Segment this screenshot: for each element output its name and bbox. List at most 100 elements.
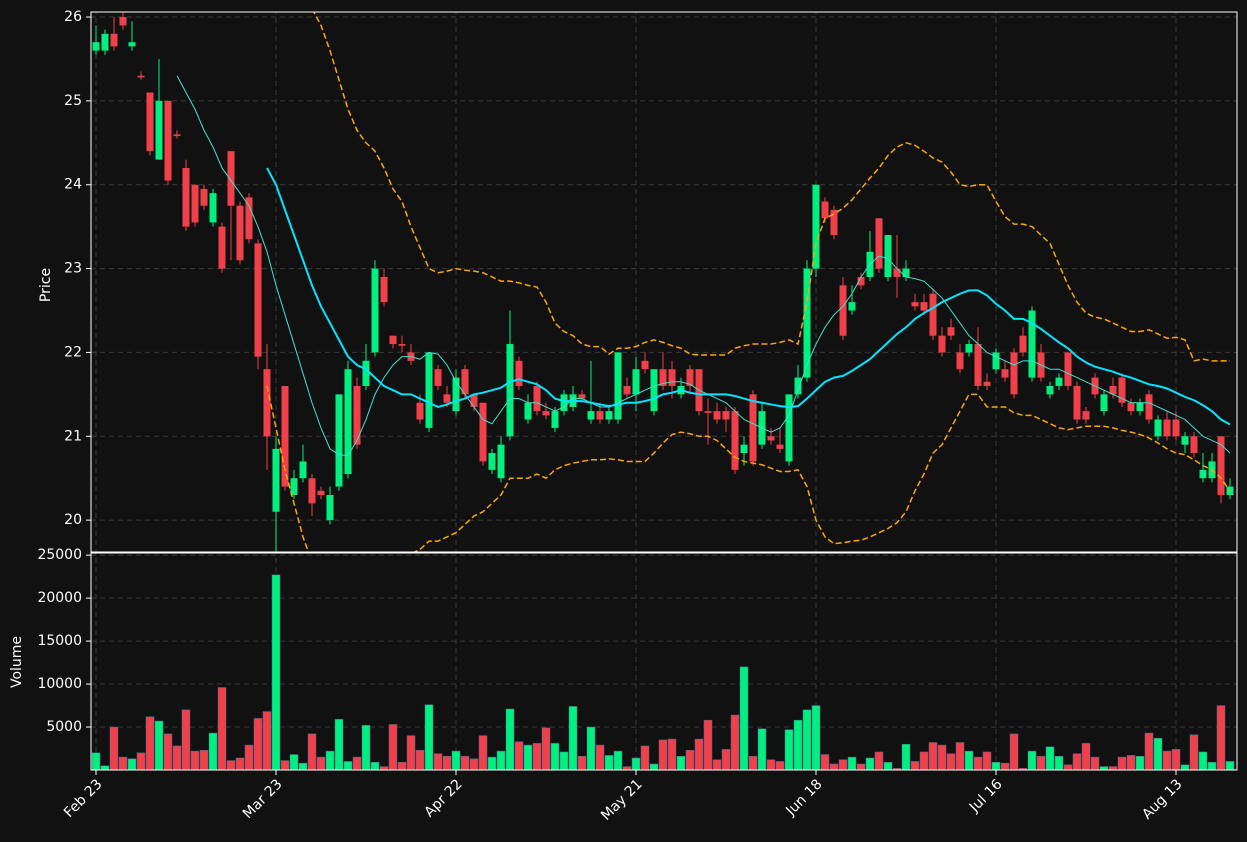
candle-body — [119, 17, 127, 26]
candle-body — [317, 490, 325, 495]
volume-bar — [217, 687, 227, 770]
volume-bar — [901, 743, 911, 770]
volume-bar — [487, 756, 497, 770]
candle-body — [542, 411, 550, 416]
candle-body — [380, 276, 388, 303]
volume-bar — [586, 726, 596, 770]
volume-bar — [892, 768, 902, 770]
candle-body — [371, 268, 379, 353]
volume-bar — [784, 729, 794, 770]
candle-body — [920, 302, 928, 311]
volume-bar — [199, 749, 209, 770]
candle-body — [209, 193, 217, 223]
candle-body — [1046, 385, 1054, 395]
candle-body — [344, 369, 352, 475]
volume-bar — [361, 725, 371, 770]
volume-frame — [90, 552, 1238, 771]
candle-body — [821, 201, 829, 219]
volume-bar — [1099, 766, 1109, 770]
volume-bar — [1162, 750, 1172, 770]
volume-bar — [667, 738, 677, 770]
volume-bar — [1198, 751, 1208, 770]
candle-body — [812, 184, 820, 269]
volume-bar — [109, 726, 119, 770]
volume-bar — [469, 758, 479, 770]
y-axis-label: Volume — [9, 636, 25, 688]
volume-bar — [568, 706, 578, 770]
volume-bar — [352, 756, 362, 770]
candle-body — [704, 411, 712, 413]
candle-body — [92, 42, 100, 51]
volume-bar — [1000, 762, 1010, 770]
candle-body — [1028, 310, 1036, 378]
candle-body — [1064, 352, 1072, 386]
y-tick-label: 24 — [64, 177, 82, 193]
volume-bar — [595, 744, 605, 770]
volume-bar — [802, 709, 812, 770]
volume-bar — [91, 752, 101, 770]
volume-bar — [946, 753, 956, 770]
volume-bar — [100, 765, 110, 770]
candle-body — [434, 369, 442, 386]
volume-bar — [136, 752, 146, 770]
volume-bar — [811, 705, 821, 770]
volume-bar — [1072, 753, 1082, 770]
candle-body — [929, 293, 937, 336]
candle-body — [893, 268, 901, 277]
volume-bar — [1036, 755, 1046, 770]
volume-bar — [226, 760, 236, 770]
volume-bar — [433, 753, 443, 770]
volume-bar — [937, 744, 947, 770]
candle-body — [776, 444, 784, 449]
y-axis-label: Price — [38, 268, 54, 302]
candle-body — [983, 381, 991, 386]
candle-body — [794, 377, 802, 395]
volume-bar — [1153, 737, 1163, 770]
volume-bar — [397, 762, 407, 770]
volume-bar — [388, 724, 398, 770]
candle-body — [110, 33, 118, 47]
candle-body — [1199, 469, 1207, 479]
candle-body — [839, 285, 847, 336]
volume-bar — [190, 750, 200, 770]
candle-body — [254, 243, 262, 357]
overlay-line — [312, 12, 1230, 362]
volume-bar — [262, 711, 272, 770]
volume-bar — [658, 739, 668, 770]
volume-bar — [1117, 756, 1127, 770]
candle-body — [650, 369, 658, 412]
volume-bar — [613, 750, 623, 770]
candle-body — [605, 411, 613, 420]
volume-bar — [1207, 762, 1217, 770]
candle-body — [1154, 419, 1162, 437]
volume-bar — [622, 766, 632, 770]
candle-body — [515, 360, 523, 386]
y-tick-label: 25000 — [37, 547, 82, 563]
volume-bar — [793, 719, 803, 770]
volume-bar — [964, 750, 974, 770]
volume-bar — [559, 751, 569, 770]
candle-body — [398, 344, 406, 346]
volume-bar — [307, 733, 317, 770]
candle-body — [830, 209, 838, 236]
candle-body — [236, 205, 244, 261]
volume-bar — [406, 735, 416, 770]
candle-body — [1109, 385, 1117, 395]
candle-body — [740, 444, 748, 454]
volume-bar — [991, 762, 1001, 770]
candle-body — [173, 134, 181, 137]
volume-bar — [730, 714, 740, 770]
candle-body — [272, 448, 280, 512]
volume-bar — [1108, 766, 1118, 770]
y-tick-label: 20 — [64, 512, 82, 528]
volume-bar — [334, 719, 344, 770]
volume-bar — [919, 751, 929, 770]
candle-body — [1055, 377, 1063, 386]
volume-bar — [1009, 733, 1019, 770]
candle-body — [614, 352, 622, 420]
candle-body — [227, 151, 235, 206]
price-frame — [90, 11, 1238, 553]
candle-body — [470, 394, 478, 407]
volume-bar — [631, 757, 641, 770]
candle-body — [902, 268, 910, 277]
